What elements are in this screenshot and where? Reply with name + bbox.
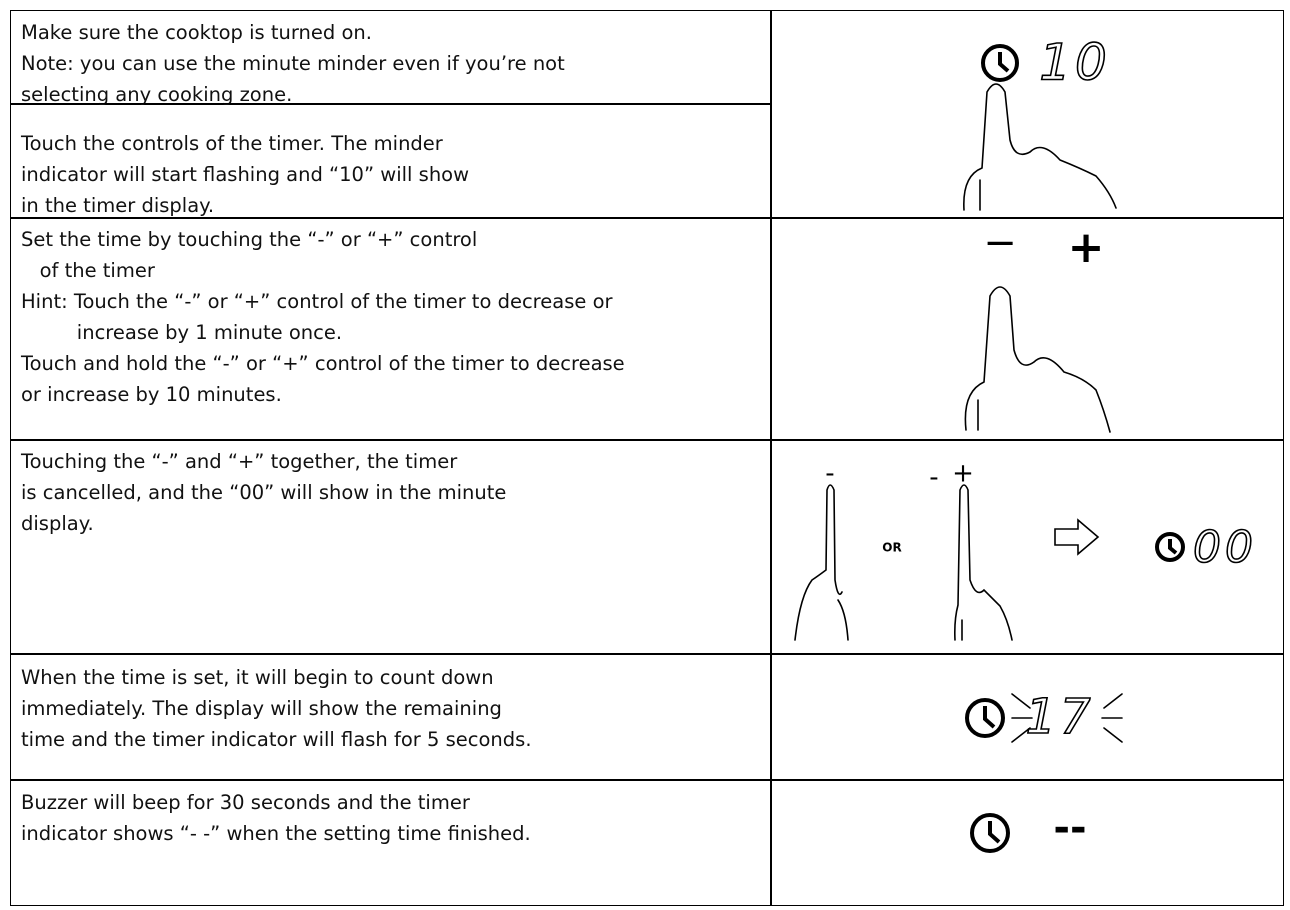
text-line: is cancelled, and the “00” will show in … [21,481,507,504]
display-digits: 10 [1039,34,1111,92]
plus-control: + [952,459,974,489]
or-label: OR [882,541,901,555]
text-line: Hint: Touch the “-” or “+” control of th… [21,290,613,313]
text-line: Buzzer will beep for 30 seconds and the … [21,791,470,814]
text-line: Touch and hold the “-” or “+” control of… [21,352,625,375]
clock-icon [970,813,1010,853]
illustration-cell [770,439,1284,655]
text-line: Set the time by touching the “-” or “+” … [21,228,478,251]
illustration-cell [770,10,1284,219]
text-line: When the time is set, it will begin to c… [21,666,494,689]
step-cell: Buzzer will beep for 30 seconds and the … [10,779,772,906]
text-line: indicator shows “- -” when the setting t… [21,822,531,845]
hand [954,484,1013,641]
step-cell: Touching the “-” and “+” together, the t… [10,439,772,655]
display-digits: -- [1053,805,1086,851]
text-line: indicator will start flashing and “10” w… [21,163,470,186]
hand [794,484,849,641]
arrow [1054,518,1100,556]
text-line: increase by 1 minute once. [21,321,343,344]
minus-control: - [929,463,938,493]
text-line: Touching the “-” and “+” together, the t… [21,450,458,473]
text-line: or increase by 10 minutes. [21,383,282,406]
hand [963,83,1117,211]
flash-lines [1011,693,1123,743]
text-line: of the timer [21,259,155,282]
text-line: Touch the controls of the timer. The min… [21,132,443,155]
clock-icon [965,698,1005,738]
text-line: in the timer display. [21,194,215,217]
display-digits: 17 [1025,689,1094,745]
text-line: Note: you can use the minute minder even… [21,52,565,75]
text-line: immediately. The display will show the r… [21,697,502,720]
illustration-cell [770,217,1284,441]
illustration-cell [770,779,1284,906]
text-line: time and the timer indicator will flash … [21,728,532,751]
step-cell: Make sure the cooktop is turned on. Note:… [10,10,772,106]
clock-icon [981,44,1019,82]
text-line: display. [21,512,94,535]
text-line: Make sure the cooktop is turned on. [21,21,372,44]
display-digits: 00 [1193,522,1257,573]
hand [964,286,1111,433]
minus-control: − [983,220,1017,266]
step-cell: Set the time by touching the “-” or “+” … [10,217,772,441]
plus-control: + [1068,222,1105,273]
text-line: selecting any cooking zone. [21,83,293,106]
clock-icon [1155,532,1185,562]
illustration-cell [770,653,1284,781]
step-cell: Touch the controls of the timer. The min… [10,103,772,219]
step-cell: When the time is set, it will begin to c… [10,653,772,781]
minus-control: - [825,459,834,489]
